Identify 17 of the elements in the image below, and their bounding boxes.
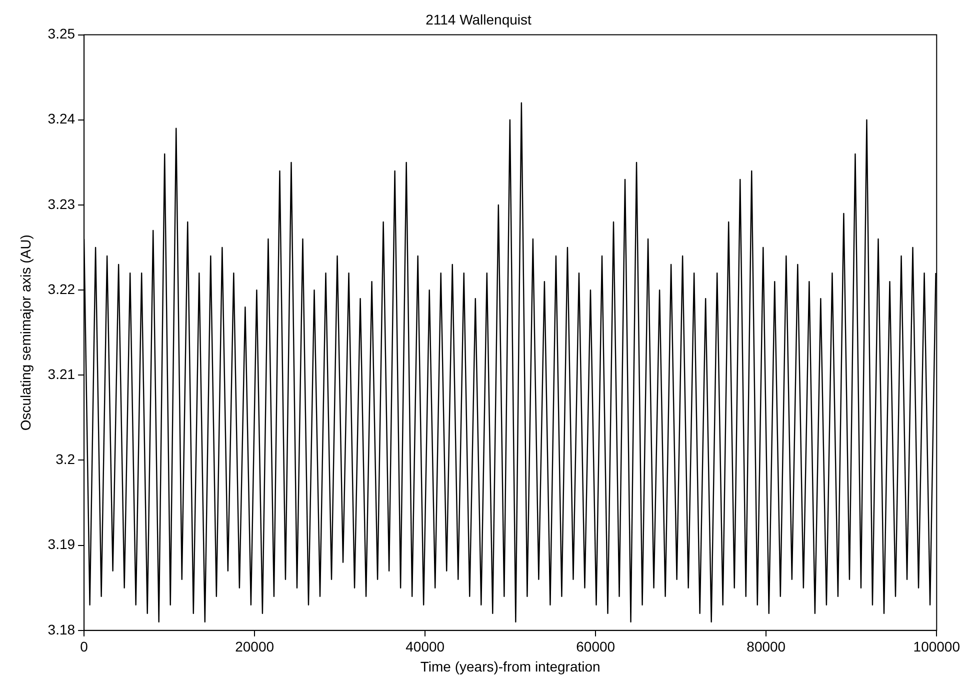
x-tick-label: 0 [80, 638, 88, 655]
chart-title: 2114 Wallenquist [426, 11, 532, 28]
x-tick-label: 60000 [576, 638, 616, 655]
x-tick-label: 20000 [235, 638, 274, 655]
y-tick-label: 3.25 [48, 26, 76, 42]
y-tick-label: 3.19 [48, 536, 76, 552]
y-tick-label: 3.23 [48, 196, 76, 212]
y-tick-label: 3.24 [48, 110, 76, 127]
x-tick-label: 40000 [406, 638, 445, 655]
y-tick-label: 3.18 [48, 621, 76, 638]
x-tick-label: 80000 [746, 638, 786, 655]
y-tick-label: 3.21 [48, 366, 76, 382]
y-tick-label: 3.22 [48, 280, 76, 297]
x-axis-title: Time (years)-from integration [420, 658, 600, 674]
y-axis-title: Osculating semimajor axis (AU) [17, 234, 34, 431]
x-tick-label: 100000 [913, 638, 960, 655]
y-tick-label: 3.2 [56, 451, 76, 468]
